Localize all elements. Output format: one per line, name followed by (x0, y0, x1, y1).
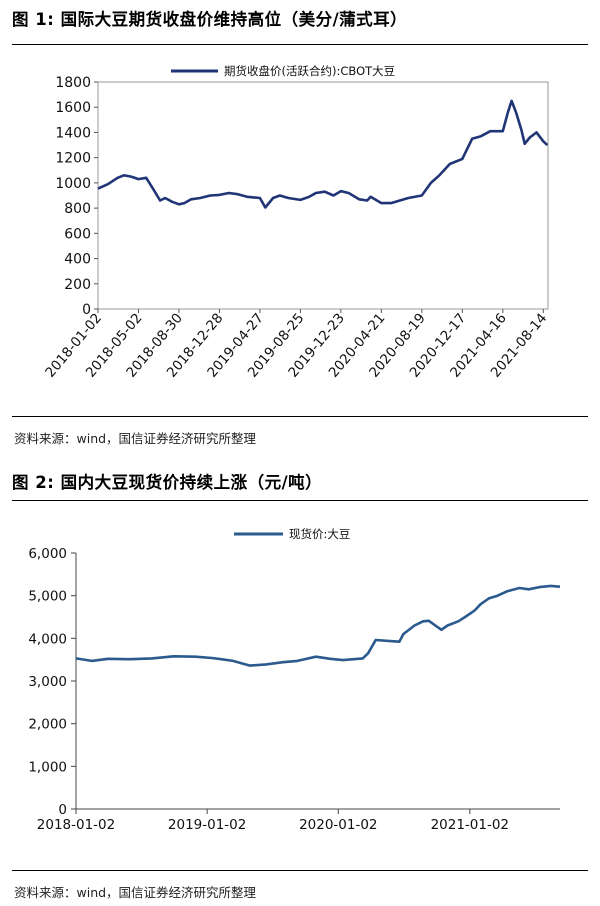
y-tick-label: 6,000 (28, 546, 67, 562)
x-tick-label: 2019-01-02 (168, 817, 246, 833)
series-line-spot-soybean (75, 584, 561, 667)
y-tick-label: 1000 (55, 176, 91, 192)
y-tick-label: 2,000 (28, 717, 67, 733)
figure-1-source: 资料来源：wind，国信证券经济研究所整理 (14, 431, 257, 446)
x-tick-label: 2021-01-02 (431, 817, 509, 833)
figure-1-bottom-rule (12, 416, 588, 417)
figure-2-top-rule (12, 500, 588, 501)
y-tick-label: 1600 (55, 100, 91, 116)
spot-price-chart: 0 1,000 2,000 3,000 4,000 5,000 6,000 2018-01-0… (28, 527, 561, 833)
y-tick-label: 200 (64, 277, 91, 293)
series-line-cbot-soybean (97, 99, 549, 209)
legend-label: 现货价:大豆 (289, 527, 350, 541)
y-tick-label: 1,000 (28, 759, 67, 775)
legend-label: 期货收盘价(活跃合约):CBOT大豆 (224, 64, 395, 78)
figure-1-title: 图 1: 国际大豆期货收盘价维持高位（美分/蒲式耳） (12, 10, 408, 29)
x-tick-label: 2020-01-02 (299, 817, 377, 833)
y-tick-label: 1200 (55, 151, 91, 167)
x-tick-label: 2018-01-02 (37, 817, 115, 833)
y-tick-label: 800 (64, 201, 91, 217)
figure-1-top-rule (12, 44, 588, 45)
y-tick-label: 4,000 (28, 631, 67, 647)
y-tick-label: 400 (64, 252, 91, 268)
y-tick-label: 0 (82, 302, 91, 318)
figure-2-title: 图 2: 国内大豆现货价持续上涨（元/吨） (12, 473, 323, 492)
plot-frame (97, 81, 549, 310)
futures-price-chart: 0200400600800100012001400160018002018-01… (42, 64, 550, 381)
y-tick-label: 3,000 (28, 674, 67, 690)
y-tick-label: 600 (64, 226, 91, 242)
figure-2-source: 资料来源：wind，国信证券经济研究所整理 (14, 885, 257, 900)
y-tick-label: 0 (58, 802, 67, 818)
y-tick-label: 5,000 (28, 589, 67, 605)
figure-2-bottom-rule (12, 870, 588, 871)
y-tick-label: 1800 (55, 75, 91, 91)
y-tick-label: 1400 (55, 125, 91, 141)
